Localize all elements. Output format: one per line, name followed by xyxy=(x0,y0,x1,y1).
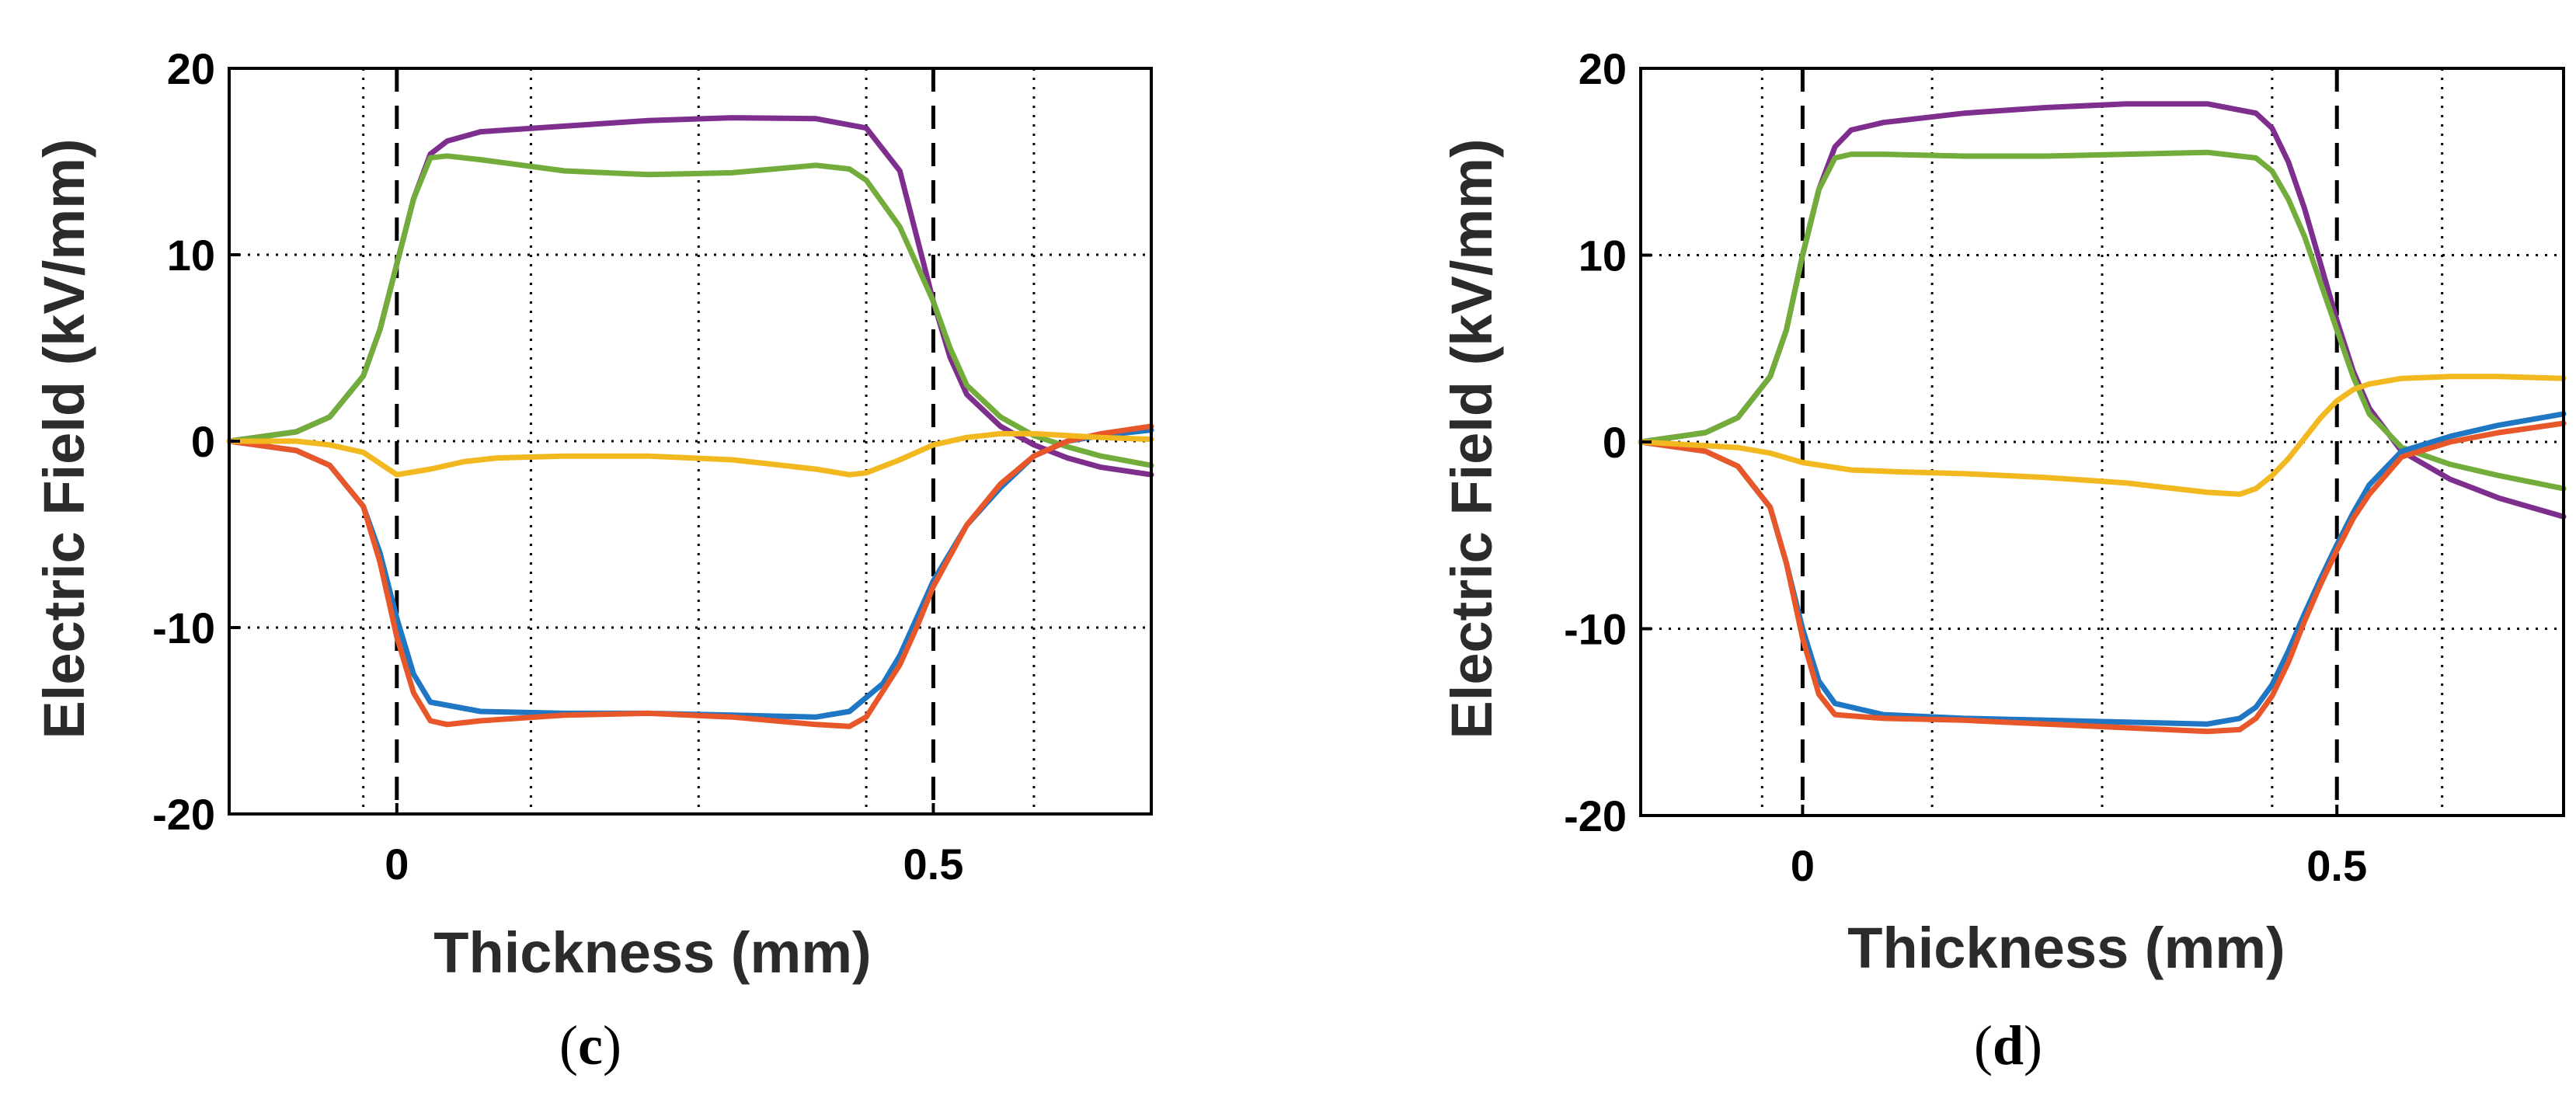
chart-d-series-green xyxy=(1638,149,2567,492)
chart-c-series-orange xyxy=(226,423,1154,729)
chart-c-y-tick-label: 10 xyxy=(167,231,215,280)
chart-d-y-tick-label: 10 xyxy=(1579,231,1627,280)
chart-c-x-tick-label: 0.5 xyxy=(903,840,964,889)
chart-d-panel-label: (d) xyxy=(1974,1014,2042,1076)
chart-d-y-tick-label: 0 xyxy=(1603,418,1627,467)
chart-d-x-tick-label: 0.5 xyxy=(2306,841,2367,890)
chart-c-y-tick-label: -10 xyxy=(152,603,215,652)
chart-d-y-tick-label: -10 xyxy=(1564,605,1627,654)
chart-c-x-tick-label: 0 xyxy=(385,840,409,889)
chart-d-x-tick-label: 0 xyxy=(1791,841,1815,890)
chart-c-series-green xyxy=(226,153,1154,468)
chart-c-panel-label: (c) xyxy=(559,1014,621,1076)
chart-d-series-yellow xyxy=(1638,374,2567,497)
chart-d-panel-letter: d xyxy=(1993,1014,2024,1076)
chart-c-panel-letter: c xyxy=(578,1014,603,1076)
chart-d-y-tick-label: 20 xyxy=(1579,44,1627,93)
chart-c-series-yellow xyxy=(226,430,1154,478)
chart-c-y-tick-label: -20 xyxy=(152,790,215,839)
chart-d-y-tick-label: -20 xyxy=(1564,791,1627,840)
chart-d-series-orange xyxy=(1638,420,2567,735)
chart-c-y-tick-label: 0 xyxy=(191,417,215,466)
chart-d: 20 10 0 -10 -20 0 0.5 Thickness (mm) Electric … xyxy=(1439,44,2567,1076)
chart-c: 20 10 0 -10 -20 0 0.5 Thickness (mm) Electric … xyxy=(32,44,1154,1076)
chart-c-y-tick-label: 20 xyxy=(167,44,215,93)
chart-c-y-axis-label: Electric Field (kV/mm) xyxy=(32,138,96,739)
chart-d-y-axis-label: Electric Field (kV/mm) xyxy=(1439,138,1504,739)
chart-d-x-axis-label: Thickness (mm) xyxy=(1847,916,2285,980)
chart-c-x-axis-label: Thickness (mm) xyxy=(433,920,871,985)
